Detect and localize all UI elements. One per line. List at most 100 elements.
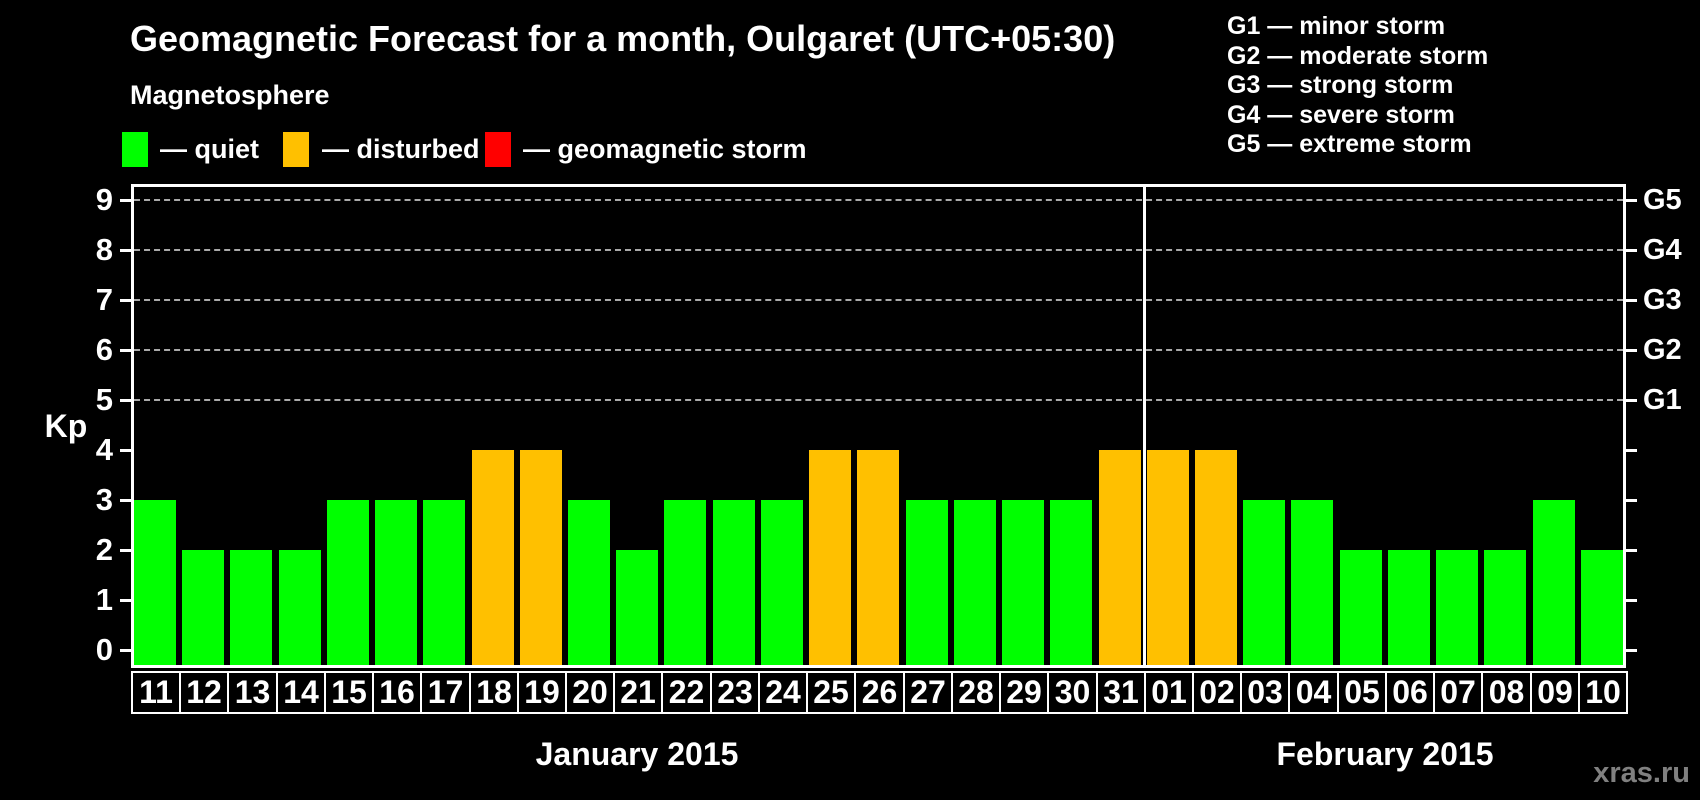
- day-label-box-31: 31: [1096, 671, 1146, 714]
- right-axis-tick-4: [1626, 449, 1637, 452]
- bar-day-12: [182, 550, 224, 665]
- storm-scale-legend: G1 — minor storm G2 — moderate storm G3 …: [1227, 12, 1488, 160]
- bar-day-04: [1291, 500, 1333, 665]
- bar-day-26: [857, 450, 899, 665]
- right-axis-tick-2: [1626, 549, 1637, 552]
- left-axis-tick-7: [120, 299, 131, 302]
- magnetosphere-heading: Magnetosphere: [130, 80, 330, 110]
- plot-area: [131, 184, 1626, 668]
- bar-day-15: [327, 500, 369, 665]
- day-label-box-04: 04: [1288, 671, 1339, 714]
- bar-day-05: [1340, 550, 1382, 665]
- bar-day-01: [1147, 450, 1189, 665]
- y-axis-tick-label-7: 7: [95, 282, 113, 317]
- day-label-box-25: 25: [806, 671, 856, 714]
- y-axis-tick-label-0: 0: [95, 632, 113, 667]
- right-axis-tick-5: [1626, 399, 1637, 402]
- g-axis-label-g4: G4: [1643, 234, 1682, 266]
- legend-label-quiet: — quiet: [160, 134, 259, 164]
- y-axis-tick-label-1: 1: [95, 582, 113, 617]
- right-axis-tick-8: [1626, 249, 1637, 252]
- bar-day-22: [664, 500, 706, 665]
- storm-legend-line-g1: G1 — minor storm: [1227, 12, 1446, 40]
- left-axis-tick-9: [120, 199, 131, 202]
- bar-day-20: [568, 500, 610, 665]
- bar-day-24: [761, 500, 803, 665]
- day-label-box-24: 24: [758, 671, 808, 714]
- day-label-box-30: 30: [1047, 671, 1098, 714]
- day-label-box-14: 14: [276, 671, 326, 714]
- bar-day-13: [230, 550, 272, 665]
- g-axis-label-g5: G5: [1643, 184, 1682, 216]
- gridline-kp8: [134, 249, 1623, 251]
- gridline-kp7: [134, 299, 1623, 301]
- month-label-january: January 2015: [535, 736, 739, 772]
- storm-legend-line-g5: G5 — extreme storm: [1227, 130, 1472, 158]
- bar-day-25: [809, 450, 851, 665]
- g-axis-label-g3: G3: [1643, 284, 1682, 316]
- day-label-box-20: 20: [565, 671, 615, 714]
- bar-day-07: [1436, 550, 1478, 665]
- day-label-box-09: 09: [1530, 671, 1580, 714]
- right-axis-tick-1: [1626, 599, 1637, 602]
- left-axis-tick-1: [120, 599, 131, 602]
- day-label-box-29: 29: [999, 671, 1049, 714]
- day-label-box-10: 10: [1578, 671, 1628, 714]
- day-label-box-26: 26: [854, 671, 905, 714]
- day-label-box-02: 02: [1192, 671, 1242, 714]
- bar-day-16: [375, 500, 417, 665]
- storm-legend-line-g2: G2 — moderate storm: [1227, 41, 1489, 70]
- day-label-box-19: 19: [517, 671, 567, 714]
- day-label-box-28: 28: [951, 671, 1001, 714]
- bar-day-19: [520, 450, 562, 665]
- bar-day-11: [134, 500, 176, 665]
- day-label-box-12: 12: [179, 671, 229, 714]
- gridline-kp5: [134, 399, 1623, 401]
- left-axis-tick-8: [120, 249, 131, 252]
- bar-day-30: [1050, 500, 1092, 665]
- storm-legend-line-g4: G4 — severe storm: [1227, 100, 1455, 129]
- bar-day-21: [616, 550, 658, 665]
- bar-day-06: [1388, 550, 1430, 665]
- y-axis-tick-label-5: 5: [95, 382, 113, 417]
- chart-title: Geomagnetic Forecast for a month, Oulgar…: [130, 18, 1116, 59]
- legend-swatch-storm: [485, 132, 511, 167]
- left-axis-tick-4: [120, 449, 131, 452]
- bar-day-03: [1243, 500, 1285, 665]
- day-label-box-16: 16: [372, 671, 422, 714]
- g-axis-label-g1: G1: [1643, 384, 1682, 416]
- day-label-box-11: 11: [131, 671, 181, 714]
- y-axis-tick-label-6: 6: [95, 332, 113, 367]
- y-axis-title-kp: Kp: [44, 408, 88, 444]
- bar-day-08: [1484, 550, 1526, 665]
- bar-day-17: [423, 500, 465, 665]
- y-axis-tick-label-4: 4: [95, 432, 113, 467]
- day-label-box-22: 22: [661, 671, 712, 714]
- day-label-box-15: 15: [324, 671, 374, 714]
- day-label-box-07: 07: [1433, 671, 1483, 714]
- y-axis-tick-label-9: 9: [95, 182, 113, 217]
- bar-day-09: [1533, 500, 1575, 665]
- legend-label-storm: — geomagnetic storm: [523, 134, 807, 164]
- legend-swatch-disturbed: [283, 132, 309, 167]
- day-label-box-17: 17: [420, 671, 471, 714]
- day-label-box-03: 03: [1240, 671, 1290, 714]
- bar-day-29: [1002, 500, 1044, 665]
- gridline-kp6: [134, 349, 1623, 351]
- month-label-february: February 2015: [1276, 736, 1494, 772]
- legend-label-disturbed: — disturbed: [322, 134, 480, 164]
- right-axis-tick-0: [1626, 649, 1637, 652]
- y-axis-tick-label-3: 3: [95, 482, 113, 517]
- left-axis-tick-5: [120, 399, 131, 402]
- left-axis-tick-2: [120, 549, 131, 552]
- bar-day-14: [279, 550, 321, 665]
- right-axis-tick-9: [1626, 199, 1637, 202]
- left-axis-tick-0: [120, 649, 131, 652]
- bar-day-10: [1581, 550, 1623, 665]
- day-label-box-13: 13: [227, 671, 278, 714]
- bar-day-27: [906, 500, 948, 665]
- day-label-box-21: 21: [613, 671, 663, 714]
- day-label-box-01: 01: [1144, 671, 1194, 714]
